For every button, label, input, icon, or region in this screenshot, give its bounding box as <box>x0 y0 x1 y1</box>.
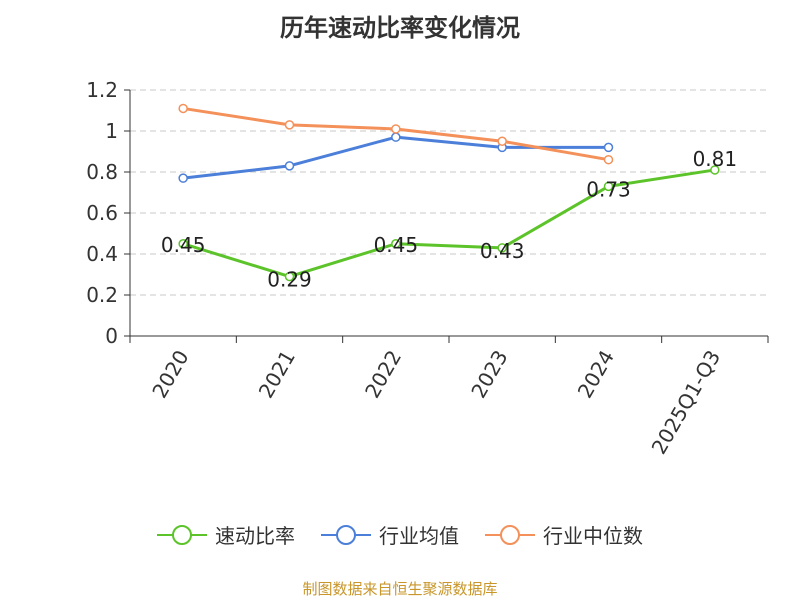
x-tick-label: 2024 <box>573 346 619 402</box>
series-line-0 <box>182 168 716 279</box>
legend-marker <box>500 524 520 545</box>
data-label: 0.45 <box>374 233 419 257</box>
data-point-2 <box>391 124 401 134</box>
y-tick-label: 0.8 <box>86 160 118 184</box>
data-point-1 <box>391 132 401 142</box>
x-tick-label: 2020 <box>147 346 193 402</box>
y-tick-label: 0.6 <box>86 201 118 225</box>
data-label: 0.29 <box>267 268 312 292</box>
data-point-0 <box>603 181 614 192</box>
legend-label-quick-ratio: 速动比率 <box>215 524 295 548</box>
data-point-1 <box>178 173 188 183</box>
data-point-1 <box>284 161 295 171</box>
legend-swatch-industry-mean <box>321 524 371 545</box>
data-label: 0.45 <box>161 233 206 257</box>
x-tick-label: 2023 <box>466 346 512 402</box>
legend-item-industry-mean[interactable]: 行业均值 <box>321 520 459 549</box>
legend-item-quick-ratio[interactable]: 速动比率 <box>157 520 295 549</box>
data-point-0 <box>391 239 401 249</box>
y-tick-label: 0 <box>105 324 118 348</box>
data-point-2 <box>497 136 507 146</box>
legend-marker <box>336 524 356 545</box>
x-tick-label: 2022 <box>360 346 406 402</box>
data-label: 0.43 <box>480 239 525 263</box>
legend-item-industry-median[interactable]: 行业中位数 <box>485 520 643 549</box>
data-point-0 <box>497 243 507 253</box>
data-point-1 <box>603 142 614 153</box>
y-tick-label: 1.2 <box>86 78 118 102</box>
y-tick-label: 1 <box>105 119 118 143</box>
data-label: 0.81 <box>693 147 738 171</box>
x-tick-label: 2025Q1-Q3 <box>647 346 726 458</box>
data-point-2 <box>603 154 614 165</box>
legend-label-industry-mean: 行业均值 <box>379 524 459 548</box>
y-tick-label: 0.4 <box>86 242 118 266</box>
legend-marker <box>172 524 192 545</box>
data-source-note: 制图数据来自恒生聚源数据库 <box>302 580 498 598</box>
x-tick-label: 2021 <box>254 346 300 402</box>
y-tick-label: 0.2 <box>86 283 118 307</box>
data-point-2 <box>284 120 295 130</box>
data-point-2 <box>178 103 188 114</box>
data-point-0 <box>178 239 188 249</box>
chart-title: 历年速动比率变化情况 <box>280 14 520 42</box>
data-point-0 <box>710 165 720 175</box>
data-label: 0.73 <box>586 177 631 201</box>
legend-swatch-quick-ratio <box>157 524 207 545</box>
legend-swatch-industry-median <box>485 524 535 545</box>
legend: 速动比率 行业均值 行业中位数 <box>0 520 800 549</box>
legend-label-industry-median: 行业中位数 <box>543 524 643 548</box>
data-point-0 <box>284 271 295 282</box>
